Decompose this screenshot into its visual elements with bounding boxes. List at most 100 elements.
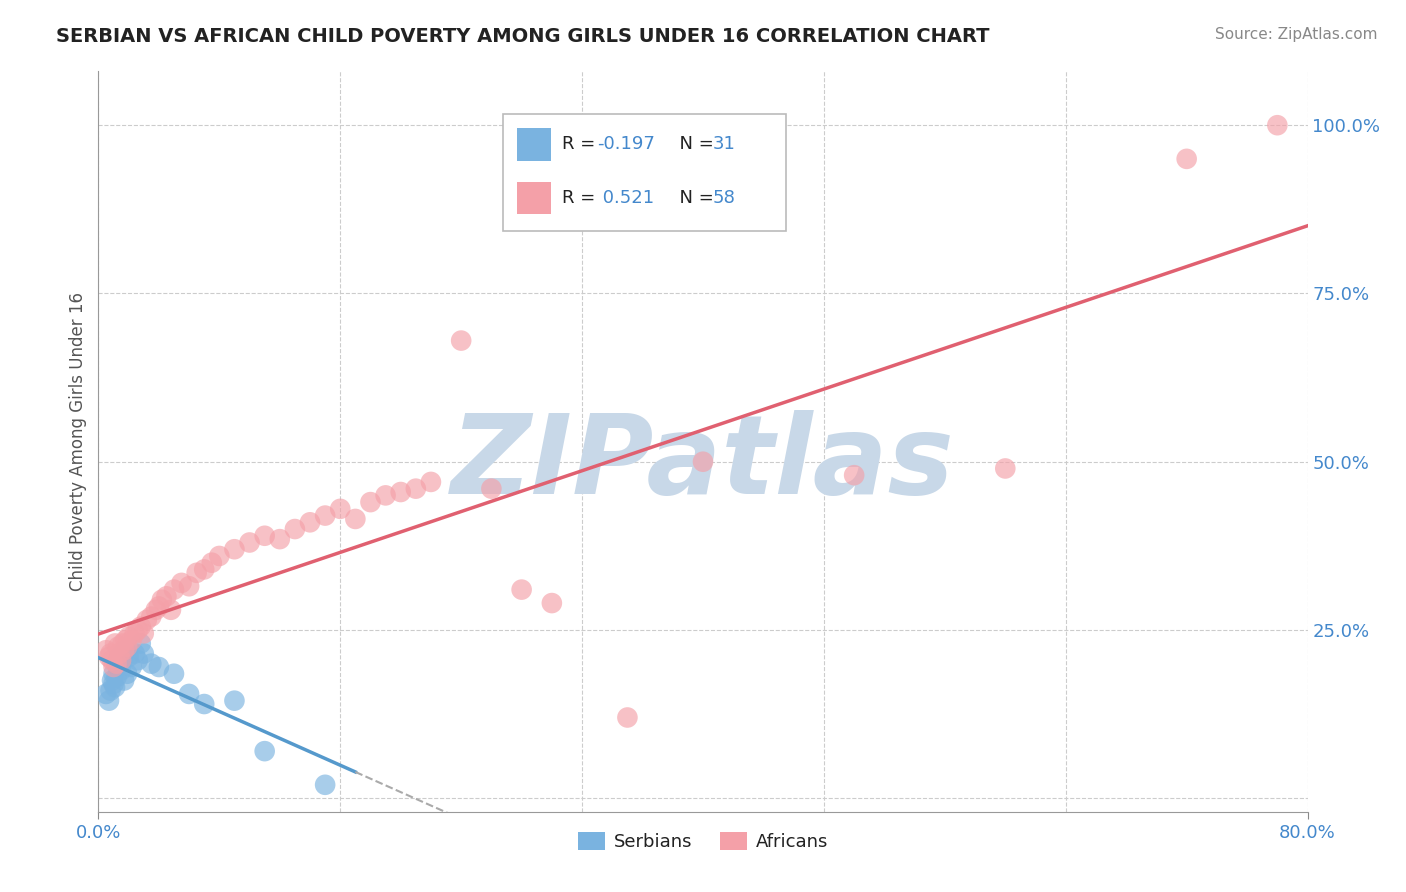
Point: [374, 488, 396, 502]
Text: ZIPatlas: ZIPatlas: [451, 410, 955, 517]
Legend: Serbians, Africans: Serbians, Africans: [571, 824, 835, 858]
Point: [105, 657, 128, 671]
Point: [224, 694, 246, 708]
Point: [110, 664, 132, 678]
Point: [94, 687, 117, 701]
Text: N =: N =: [668, 189, 718, 207]
Point: [163, 666, 186, 681]
Point: [155, 590, 177, 604]
Point: [150, 592, 173, 607]
Point: [1267, 118, 1289, 132]
Point: [141, 609, 163, 624]
Text: 0.521: 0.521: [598, 189, 654, 207]
Point: [124, 626, 146, 640]
Point: [179, 579, 201, 593]
Point: [389, 485, 412, 500]
Point: [132, 647, 155, 661]
Point: [112, 673, 135, 688]
Point: [844, 468, 866, 483]
Point: [118, 649, 141, 664]
Point: [284, 522, 307, 536]
Point: [98, 694, 121, 708]
Point: [111, 636, 134, 650]
Point: [179, 687, 201, 701]
Point: [94, 643, 117, 657]
Point: [103, 660, 125, 674]
Text: 31: 31: [713, 136, 735, 153]
Point: [112, 643, 135, 657]
Point: [129, 620, 152, 634]
Point: [616, 710, 638, 724]
Point: [160, 603, 183, 617]
Point: [145, 603, 167, 617]
Point: [103, 677, 125, 691]
Text: N =: N =: [668, 136, 718, 153]
Point: [121, 633, 143, 648]
Point: [692, 455, 714, 469]
Point: [148, 660, 170, 674]
Point: [329, 501, 352, 516]
Point: [186, 566, 208, 580]
Point: [118, 630, 141, 644]
Point: [110, 653, 132, 667]
Point: [193, 562, 215, 576]
Point: [100, 683, 122, 698]
Point: [141, 657, 163, 671]
Point: [100, 647, 122, 661]
Point: [121, 660, 143, 674]
Text: R =: R =: [562, 189, 602, 207]
Point: [360, 495, 382, 509]
Point: [193, 697, 215, 711]
Point: [115, 640, 138, 654]
Point: [201, 556, 224, 570]
Point: [127, 623, 149, 637]
Point: [114, 643, 136, 657]
Point: [104, 636, 127, 650]
Point: [114, 633, 136, 648]
Point: [269, 532, 291, 546]
Point: [135, 613, 157, 627]
Point: [994, 461, 1017, 475]
Text: Source: ZipAtlas.com: Source: ZipAtlas.com: [1215, 27, 1378, 42]
Point: [127, 653, 149, 667]
Point: [111, 647, 134, 661]
Point: [314, 508, 336, 523]
Point: [450, 334, 472, 348]
Point: [163, 582, 186, 597]
Y-axis label: Child Poverty Among Girls Under 16: Child Poverty Among Girls Under 16: [69, 292, 87, 591]
Point: [110, 653, 132, 667]
Point: [108, 647, 131, 661]
Text: -0.197: -0.197: [598, 136, 655, 153]
Point: [299, 516, 322, 530]
Point: [124, 647, 146, 661]
Text: 58: 58: [713, 189, 735, 207]
Point: [405, 482, 427, 496]
Point: [101, 653, 124, 667]
Point: [420, 475, 443, 489]
Text: R =: R =: [562, 136, 602, 153]
Point: [510, 582, 533, 597]
Point: [314, 778, 336, 792]
Point: [1175, 152, 1198, 166]
Point: [253, 744, 276, 758]
Point: [104, 680, 127, 694]
Point: [107, 660, 129, 674]
Point: [481, 482, 503, 496]
Point: [148, 599, 170, 614]
Point: [208, 549, 231, 563]
Point: [540, 596, 562, 610]
Point: [132, 626, 155, 640]
Point: [239, 535, 262, 549]
Point: [344, 512, 367, 526]
Point: [170, 575, 193, 590]
Point: [105, 670, 128, 684]
Point: [115, 666, 138, 681]
Point: [103, 666, 125, 681]
Point: [98, 649, 121, 664]
Point: [101, 673, 124, 688]
Point: [224, 542, 246, 557]
Text: SERBIAN VS AFRICAN CHILD POVERTY AMONG GIRLS UNDER 16 CORRELATION CHART: SERBIAN VS AFRICAN CHILD POVERTY AMONG G…: [56, 27, 990, 45]
Point: [105, 657, 128, 671]
Point: [107, 640, 129, 654]
Point: [108, 649, 131, 664]
